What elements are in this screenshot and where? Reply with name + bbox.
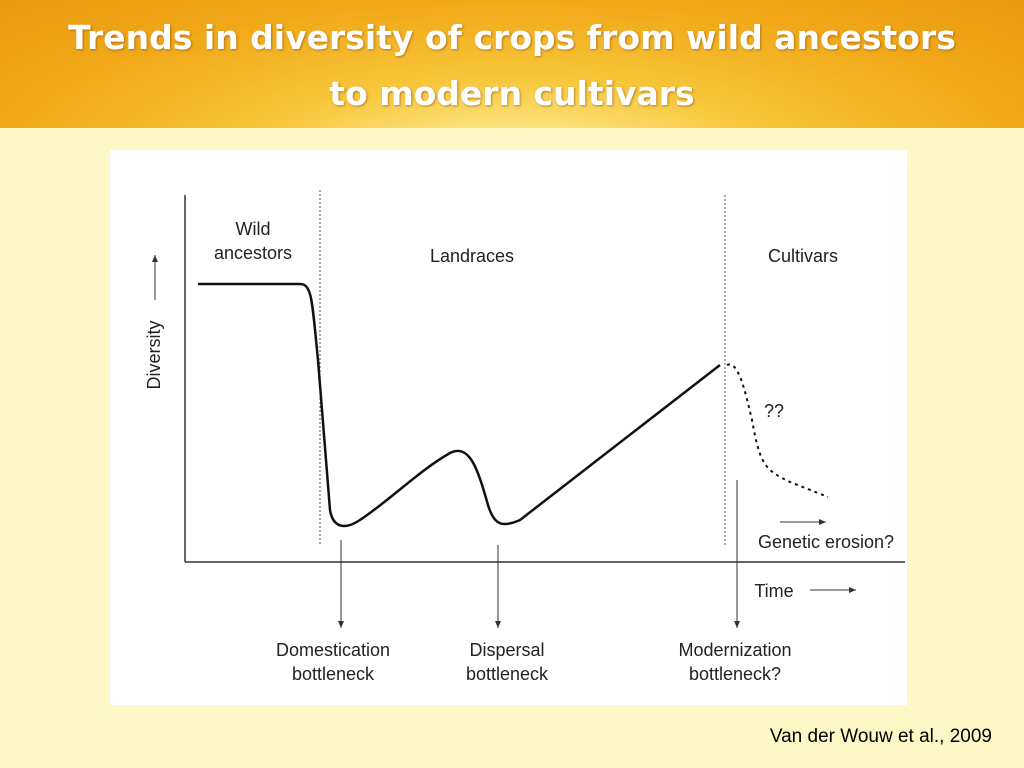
bottleneck-label: Modernization xyxy=(678,640,791,660)
future-curve xyxy=(726,363,829,498)
y-axis-label: Diversity xyxy=(144,320,164,389)
trend-note: Genetic erosion? xyxy=(758,532,894,552)
phase-label: Wild xyxy=(236,219,271,239)
slide-title: Trends in diversity of crops from wild a… xyxy=(0,10,1024,122)
uncertainty-label: ?? xyxy=(764,401,784,421)
bottleneck-label: bottleneck? xyxy=(689,664,781,684)
header-banner: Trends in diversity of crops from wild a… xyxy=(0,0,1024,128)
phase-label: Landraces xyxy=(430,246,514,266)
bottleneck-label: Domestication xyxy=(276,640,390,660)
bottleneck-label: Dispersal xyxy=(469,640,544,660)
phase-label: ancestors xyxy=(214,243,292,263)
diagram: Diversity Time Wild ancestors Landraces … xyxy=(110,150,907,705)
phase-label: Cultivars xyxy=(768,246,838,266)
x-axis-label: Time xyxy=(754,581,793,601)
diversity-curve xyxy=(198,282,721,528)
bottleneck-label: bottleneck xyxy=(292,664,375,684)
panel-bg xyxy=(110,150,907,705)
citation: Van der Wouw et al., 2009 xyxy=(769,726,992,747)
bottleneck-label: bottleneck xyxy=(466,664,549,684)
title-line: Trends in diversity of crops from wild a… xyxy=(68,18,956,57)
title-line: to modern cultivars xyxy=(329,74,695,113)
